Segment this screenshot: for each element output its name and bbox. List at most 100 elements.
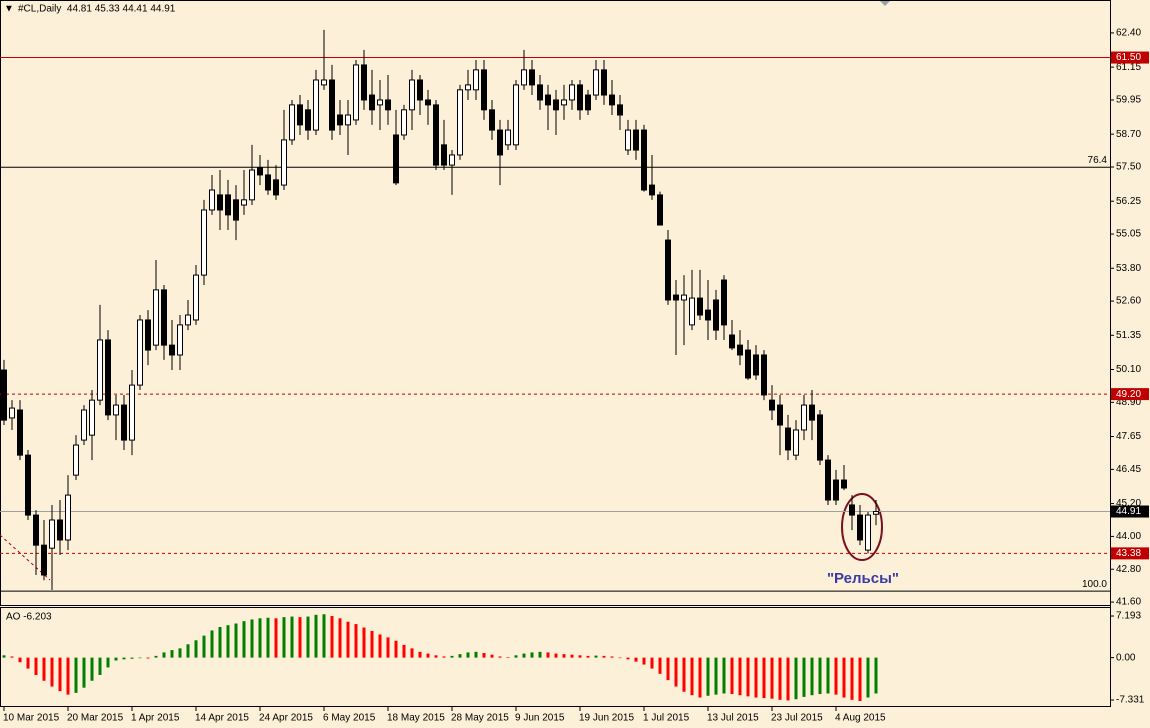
ao-bar (226, 625, 230, 658)
ao-bar (18, 657, 22, 663)
ao-bar (842, 657, 846, 698)
candle-body (569, 84, 575, 101)
ao-bar (234, 623, 238, 658)
candle-body (121, 404, 127, 441)
candle-body (497, 129, 503, 156)
ao-bar (154, 655, 158, 658)
candle-body (89, 399, 95, 436)
x-tick-label: 20 Mar 2015 (67, 713, 124, 724)
y-tick-label: 51.35 (1116, 330, 1141, 341)
candle-body (73, 444, 79, 476)
ao-bar (202, 635, 206, 658)
candle-body (257, 167, 263, 176)
ao-bar (850, 657, 854, 700)
candle-body (801, 404, 807, 431)
y-tick-label: 50.10 (1116, 364, 1141, 375)
ao-bar (26, 657, 30, 669)
candle-body (721, 279, 727, 326)
candle-body (449, 154, 455, 166)
candle-body (665, 239, 671, 301)
level-label: 44.91 (1116, 506, 1141, 517)
ao-bar (538, 651, 542, 658)
ao-bar (490, 654, 494, 658)
ao-bar (738, 657, 742, 696)
shift-marker (880, 1, 890, 6)
candle-body (609, 94, 615, 106)
ao-bar (562, 654, 566, 658)
y-tick-label: 53.80 (1116, 263, 1141, 274)
ao-bar (146, 657, 150, 659)
ao-bar (642, 657, 646, 665)
ao-bar (858, 657, 862, 701)
candle-body (9, 407, 15, 419)
candle-body (81, 409, 87, 441)
ao-bar (266, 617, 270, 658)
menu-arrow: ▼ (4, 4, 14, 15)
ao-bar (402, 644, 406, 658)
candle-body (761, 354, 767, 396)
ao-bar (50, 657, 54, 687)
candle-body (273, 179, 279, 196)
y-tick-label: 55.05 (1116, 229, 1141, 240)
candle-body (49, 519, 55, 549)
level-label: 43.38 (1116, 548, 1141, 559)
x-tick-label: 23 Jul 2015 (771, 713, 823, 724)
ao-bar (66, 657, 70, 695)
level-box (1111, 51, 1149, 64)
candle-body (825, 459, 831, 501)
ao-bar (754, 657, 758, 698)
candle-body (185, 314, 191, 326)
x-tick-label: 1 Apr 2015 (131, 713, 180, 724)
ao-bar (474, 651, 478, 658)
y-tick-label: 48.90 (1116, 397, 1141, 408)
ao-bar (106, 657, 110, 668)
x-tick-label: 9 Jun 2015 (515, 713, 565, 724)
ao-bar (82, 657, 86, 688)
candle-body (753, 354, 759, 376)
ao-bar (706, 657, 710, 696)
candle-body (729, 334, 735, 349)
candle-body (505, 129, 511, 146)
candle-body (65, 494, 71, 541)
ao-bar (450, 655, 454, 658)
ao-bar (874, 657, 878, 694)
ao-bar (290, 616, 294, 658)
candle-body (193, 274, 199, 321)
candle-body (689, 297, 695, 326)
candle-body (769, 399, 775, 411)
candle-body (361, 64, 367, 101)
ao-bar (194, 640, 198, 658)
y-tick-label: 61.15 (1116, 62, 1141, 73)
ao-bar (802, 657, 806, 697)
ao-bar (810, 657, 814, 696)
level-box (1111, 505, 1149, 518)
ao-bar (42, 657, 46, 681)
candle-body (593, 69, 599, 96)
candle-body (441, 144, 447, 166)
ao-bar (10, 656, 14, 658)
y-tick-label: 47.65 (1116, 431, 1141, 442)
candle-body (97, 339, 103, 401)
candle-body (177, 324, 183, 356)
candle-body (545, 94, 551, 106)
candle-body (401, 109, 407, 136)
candle-body (649, 184, 655, 196)
ao-bar (34, 657, 38, 675)
candle-body (473, 69, 479, 91)
ao-bar (186, 644, 190, 658)
ao-bar (794, 657, 798, 700)
ao-bar (834, 657, 838, 695)
ao-bar (586, 655, 590, 658)
candle-body (657, 194, 663, 226)
candle-body (513, 84, 519, 146)
candle-body (1, 369, 7, 421)
ao-bar (506, 657, 510, 658)
ao-bar (58, 657, 62, 692)
candle-body (169, 344, 175, 356)
ao-bar (578, 655, 582, 658)
ao-bar (866, 657, 870, 698)
ao-bar (210, 630, 214, 658)
candle-body (57, 519, 63, 541)
